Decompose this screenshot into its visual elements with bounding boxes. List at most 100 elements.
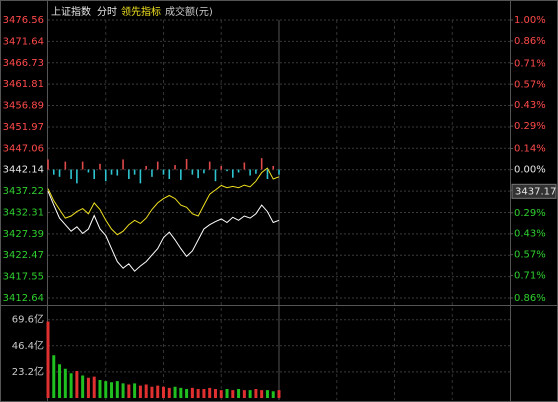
y2-tick-label: 0.57% [514,79,546,90]
strength-bar [122,159,124,170]
strength-bar [208,161,211,170]
y-tick-label: 3417.55 [3,272,44,283]
strength-bar [191,169,194,175]
price-line [47,167,280,236]
volume-bar [202,389,206,398]
volume-bar [121,383,125,398]
volume-bar [277,390,281,398]
volume-bar [213,389,217,398]
y-tick-label: 3437.22 [3,186,44,197]
current-price: 3437.17 [515,186,556,197]
volume-bar [179,387,183,398]
y2-tick-label: 0.00% [514,164,546,175]
volume-bar [271,391,275,398]
volume-bar [133,383,137,398]
y-tick-label: 3442.14 [3,165,44,176]
strength-bar [58,169,61,177]
y2-tick-label: 0.71% [514,271,546,282]
strength-bar [174,165,176,170]
y-tick-label: 3476.56 [3,15,44,26]
volume-bar [254,389,258,398]
volume-tick-label: 23.2亿 [12,365,44,378]
y-tick-label: 3451.97 [3,122,44,133]
volume-bar [196,389,200,398]
current-price-box [511,183,557,199]
y2-tick-label: 0.71% [514,58,546,69]
strength-bar [232,169,234,178]
strength-bar [272,165,275,170]
volume-bar [52,355,56,398]
strength-bar [266,169,269,180]
strength-bar [76,169,78,184]
volume-bar [208,387,212,398]
strength-bar [168,169,171,180]
volume-bar [237,389,241,398]
strength-bar [145,165,147,170]
volume-bar [185,389,189,398]
strength-bar [64,161,67,170]
volume-bar [75,371,79,398]
volume-bar [127,384,131,398]
strength-bar [162,169,165,175]
strength-bar [255,169,257,174]
strength-bar [156,161,159,170]
y-tick-label: 3432.31 [3,207,44,218]
y2-tick-label: 0.14% [514,144,546,155]
volume-bar [248,390,252,398]
volume-bar [162,386,165,398]
volume-bar [46,321,50,398]
y-tick-label: 3456.89 [3,101,44,112]
y-tick-label: 3412.64 [3,293,44,304]
volume-bar [167,387,171,398]
strength-bar [81,161,84,170]
volume-bar [150,386,154,398]
strength-bar [197,169,199,179]
strength-bar [116,169,119,176]
strength-bar [249,169,251,176]
y-tick-label: 3427.39 [3,229,44,240]
volume-bar [98,380,102,398]
volume-bar [231,390,235,398]
strength-bar [185,159,188,170]
header-symbol: 上证指数 [51,5,91,18]
volume-bar [104,381,108,398]
strength-bar [203,169,205,174]
y-tick-label: 3461.81 [3,79,44,90]
volume-bar [144,384,148,398]
volume-bar [265,390,269,398]
volume-bar [110,382,114,398]
volume-bar [138,385,142,398]
volume-bar [156,385,160,398]
y2-tick-label: 0.86% [514,293,546,304]
y-tick-label: 3466.73 [3,58,44,69]
strength-bar [47,159,49,170]
strength-bar [104,169,107,182]
volume-bar [173,386,177,398]
y2-tick-label: 0.57% [514,250,546,261]
strength-bar [99,163,101,170]
volume-bar [225,389,229,398]
strength-bar [237,169,240,173]
strength-bar [260,158,263,170]
strength-bar [110,169,113,175]
strength-bar [214,169,217,182]
volume-bar [86,377,90,398]
strength-bar [243,162,246,170]
volume-bar [115,381,119,398]
strength-bar [278,169,280,175]
volume-bar [92,376,96,398]
strength-bar [220,165,223,170]
strength-bar [93,169,95,180]
strength-bar [133,169,136,175]
volume-bar [219,390,223,398]
strength-bar [226,169,228,172]
y2-tick-label: 1.00% [514,15,546,26]
volume-bar [260,390,264,398]
y2-tick-label: 0.29% [514,121,546,132]
price-line [47,191,280,272]
volume-tick-label: 69.6亿 [12,313,44,326]
strength-bar [128,169,130,180]
y2-tick-label: 0.43% [514,100,546,111]
y2-tick-label: 0.86% [514,36,546,47]
